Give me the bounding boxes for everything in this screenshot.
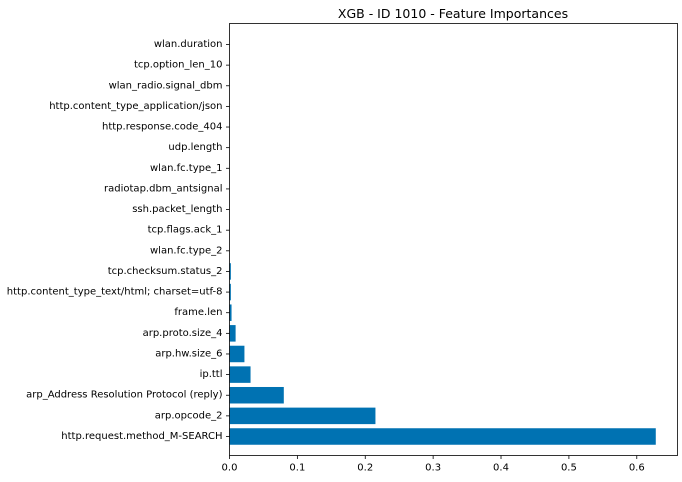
y-tick-label: http.request.method_M-SEARCH xyxy=(61,431,222,442)
bar xyxy=(229,428,656,445)
bar xyxy=(229,263,231,280)
y-tick-label: frame.len xyxy=(174,307,222,318)
bar xyxy=(229,304,232,321)
bar xyxy=(229,283,231,301)
x-axis-ticks: 0.0 0.1 0.2 0.3 0.4 0.5 0.6 xyxy=(222,455,645,474)
x-tick-label: 0.3 xyxy=(425,463,441,474)
x-tick-label: 0.4 xyxy=(493,463,509,474)
plot-area-frame xyxy=(229,23,678,456)
y-tick-label: radiotap.dbm_antsignal xyxy=(104,183,222,194)
y-tick-label: arp_Address Resolution Protocol (reply) xyxy=(26,390,222,401)
y-tick-label: http.content_type_text/html; charset=utf… xyxy=(7,287,223,298)
y-tick-label: arp.proto.size_4 xyxy=(143,328,223,339)
x-tick-label: 0.6 xyxy=(629,463,645,474)
chart-title: XGB - ID 1010 - Feature Importances xyxy=(338,6,568,21)
bars-layer xyxy=(229,263,656,445)
bar xyxy=(229,366,251,383)
y-tick-label: udp.length xyxy=(168,142,222,153)
x-tick-label: 0.2 xyxy=(357,463,373,474)
bar xyxy=(229,407,376,425)
y-tick-label: wlan.fc.type_1 xyxy=(150,163,223,174)
y-tick-label: wlan.fc.type_2 xyxy=(150,245,223,256)
y-tick-label: http.response.code_404 xyxy=(102,122,223,133)
y-tick-label: wlan_radio.signal_dbm xyxy=(109,80,223,91)
y-tick-label: wlan.duration xyxy=(154,39,223,50)
y-tick-label: arp.hw.size_6 xyxy=(155,348,222,359)
y-tick-label: http.content_type_application/json xyxy=(49,101,222,112)
x-tick-label: 0.0 xyxy=(222,463,238,474)
y-tick-label: tcp.flags.ack_1 xyxy=(148,225,223,236)
x-tick-label: 0.5 xyxy=(561,463,577,474)
bar xyxy=(229,386,284,404)
bar xyxy=(229,325,236,342)
bar xyxy=(229,345,245,363)
x-tick-label: 0.1 xyxy=(289,463,305,474)
y-tick-label: tcp.checksum.status_2 xyxy=(108,266,223,277)
y-axis-ticks: wlan.duration tcp.option_len_10 wlan_radio… xyxy=(7,39,230,442)
y-tick-label: ssh.packet_length xyxy=(132,204,222,215)
y-tick-label: tcp.option_len_10 xyxy=(134,60,223,71)
y-tick-label: arp.opcode_2 xyxy=(155,410,223,421)
y-tick-label: ip.ttl xyxy=(200,369,223,380)
